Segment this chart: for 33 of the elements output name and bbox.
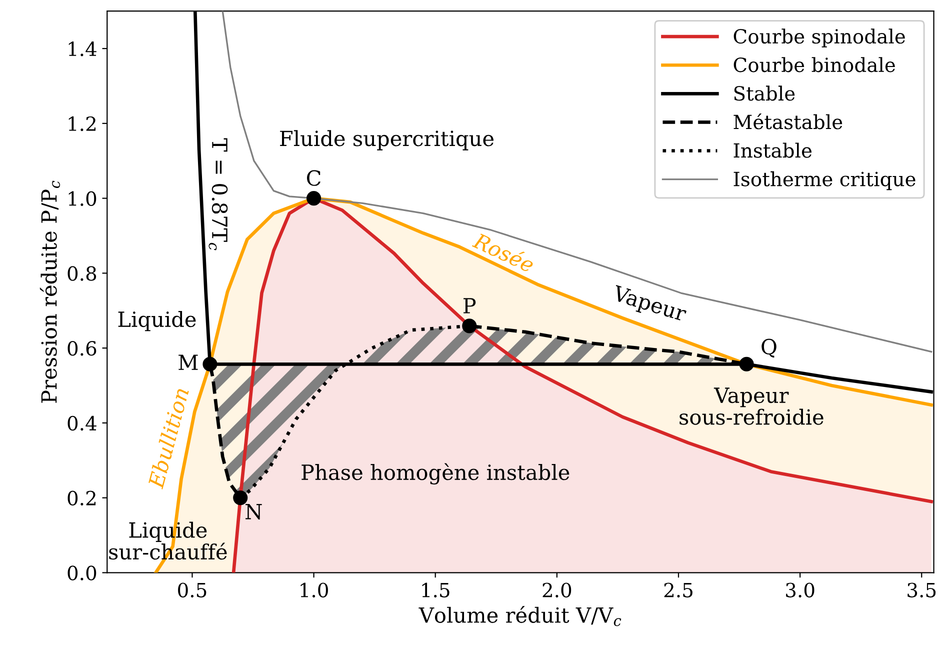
legend-label: Isotherme critique [734,171,916,190]
y-tick-label: 1.2 [68,116,96,132]
legend-label: Courbe binodale [734,57,895,72]
x-axis-title: Volume réduit V/V$_{c}$ [418,606,622,626]
annotation: M [178,354,198,370]
legend-label: Stable [734,86,795,101]
annotation: Phase homogène instable [302,463,570,484]
x-tick-label: 1.5 [422,582,450,598]
annotation: Vapeur sous-refroidie [680,388,824,425]
annotation: P [464,298,476,314]
y-tick-label: 0.4 [68,416,96,431]
y-tick-label: 1.4 [68,41,96,56]
y-axis-title: Pression réduite P/P$_{c}$ [40,180,60,403]
annotation: Liquide [118,311,196,332]
y-tick-label: 0.2 [68,490,96,506]
y-tick-label: 0.8 [68,266,96,281]
annotation: Q [762,338,776,358]
legend-label: Instable [734,142,812,158]
x-tick-label: 0.5 [178,582,206,598]
legend-label: Métastable [734,113,842,130]
annotation: N [246,504,262,520]
annotation: C [306,170,321,186]
annotation: Fluide supercritique [280,130,494,150]
x-tick-label: 3.0 [786,582,814,598]
x-tick-label: 3.5 [908,582,936,598]
legend-label: Courbe spinodale [734,28,905,48]
x-tick-label: 2.5 [664,582,692,598]
y-tick-label: 0.0 [68,566,96,580]
y-tick-label: 1.0 [68,191,96,206]
annotation: T = 0.87T$_{c}$ [208,138,228,250]
x-tick-label: 1.0 [300,582,328,598]
x-tick-label: 2.0 [542,582,572,598]
y-tick-label: 0.6 [68,341,96,356]
